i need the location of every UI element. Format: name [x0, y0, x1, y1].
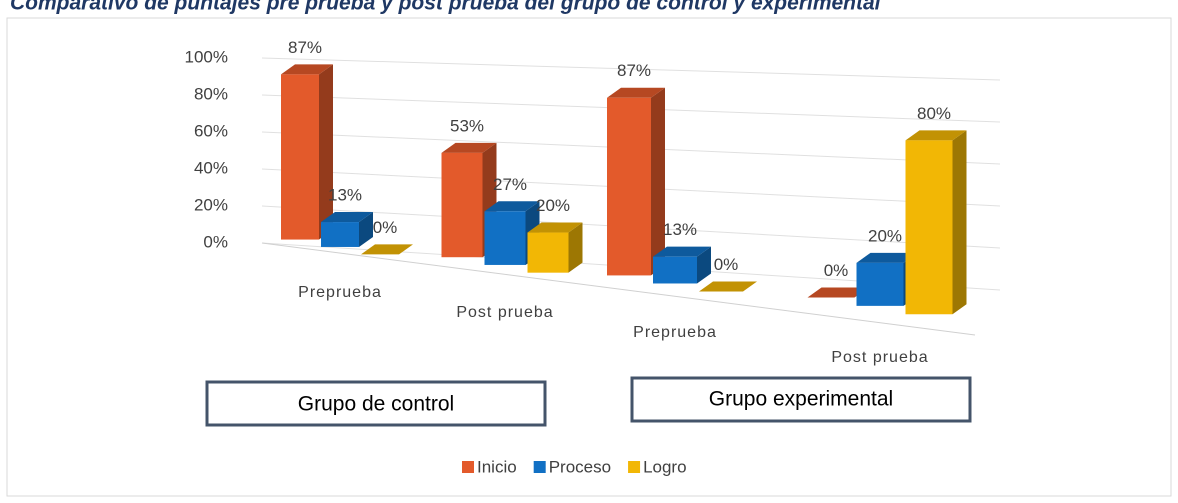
data-label: 80%	[917, 104, 951, 123]
bar	[321, 222, 359, 247]
data-label: 20%	[868, 226, 902, 245]
data-label: 0%	[714, 255, 739, 274]
x-tick-label: Preprueba	[633, 324, 717, 341]
bar-side	[651, 87, 665, 276]
bar-side	[319, 64, 333, 240]
x-tick-label: Post prueba	[456, 304, 553, 321]
floor-line	[261, 242, 976, 336]
bar-top	[484, 201, 540, 212]
bar	[905, 140, 953, 315]
data-label: 27%	[493, 175, 527, 194]
bar-top	[699, 281, 757, 292]
x-tick-label: Post prueba	[831, 349, 928, 366]
data-label: 53%	[450, 116, 484, 135]
legend-swatch	[533, 461, 546, 473]
bar	[484, 211, 526, 265]
bar-top	[361, 244, 413, 255]
data-label: 20%	[536, 196, 570, 215]
data-label: 13%	[328, 186, 362, 205]
legend-swatch	[628, 461, 641, 473]
data-label: 87%	[617, 61, 651, 80]
group-label: Grupo de control	[298, 393, 454, 416]
bar-top	[607, 87, 665, 98]
x-tick-label: Preprueba	[298, 284, 382, 301]
bar	[527, 232, 569, 273]
bar-top	[653, 246, 711, 257]
bar-top	[321, 212, 373, 223]
bar-top	[905, 130, 967, 141]
data-label: 87%	[288, 38, 322, 57]
y-tick-label: 100%	[185, 47, 228, 66]
y-tick-label: 40%	[194, 158, 228, 177]
bar	[441, 152, 483, 258]
chart-title: Comparativo de puntajes pre prueba y pos…	[10, 0, 882, 15]
data-label: 0%	[373, 218, 398, 237]
legend-label: Logro	[643, 457, 686, 476]
grid-line	[261, 57, 1001, 81]
bar-side	[568, 222, 583, 273]
data-label: 13%	[663, 220, 697, 239]
legend-label: Inicio	[477, 457, 517, 476]
y-tick-label: 60%	[194, 121, 228, 140]
bar-top	[807, 287, 869, 298]
bar-top	[441, 142, 497, 153]
bar-top	[527, 222, 583, 233]
legend-label: Proceso	[549, 457, 611, 476]
bar-side	[697, 246, 711, 284]
bar	[281, 74, 319, 240]
bar-top	[856, 252, 918, 263]
bar	[607, 97, 651, 276]
y-tick-label: 80%	[194, 84, 228, 103]
bar-top	[281, 64, 333, 75]
y-tick-label: 0%	[203, 232, 228, 251]
y-tick-label: 20%	[194, 195, 228, 214]
group-box	[205, 380, 547, 427]
group-box	[630, 376, 972, 423]
chart-border	[6, 17, 1172, 497]
bar	[856, 262, 904, 306]
data-label: 0%	[824, 261, 849, 280]
bar	[653, 256, 697, 284]
bar-side	[952, 130, 967, 315]
bar-side	[359, 212, 373, 247]
group-label: Grupo experimental	[709, 388, 893, 411]
legend-swatch	[462, 461, 474, 473]
